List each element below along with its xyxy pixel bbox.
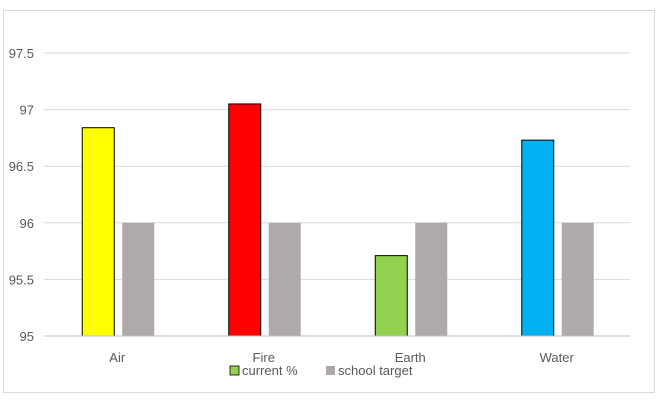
y-tick-label: 97.5 [9,46,34,61]
x-category-label: Water [540,350,575,365]
bars [81,103,594,337]
y-tick-label: 97 [20,103,34,118]
legend-swatch [326,366,335,375]
bar-current-fire [228,103,262,337]
x-category-label: Air [109,350,126,365]
bar-current-earth [374,255,408,337]
y-tick-label: 96.5 [9,159,34,174]
bar-current-air [81,127,115,337]
x-category-label: Fire [253,350,275,365]
y-tick-label: 95.5 [9,272,34,287]
legend-label: current % [242,363,298,378]
bar-target-earth [415,222,448,336]
x-category-label: Earth [395,350,426,365]
y-tick-label: 95 [20,329,34,344]
bar-current-water [521,139,555,337]
bar-target-air [122,222,155,336]
y-tick-label: 96 [20,216,34,231]
x-axis-category-labels: Air Fire Earth Water [109,350,574,365]
bar-target-water [561,222,594,336]
bar-target-fire [268,222,301,336]
y-axis-tick-labels: 95 95.5 96 96.5 97 97.5 [9,46,34,344]
legend-swatch [229,365,240,376]
legend-label: school target [338,363,413,378]
legend: current % school target [229,363,413,378]
